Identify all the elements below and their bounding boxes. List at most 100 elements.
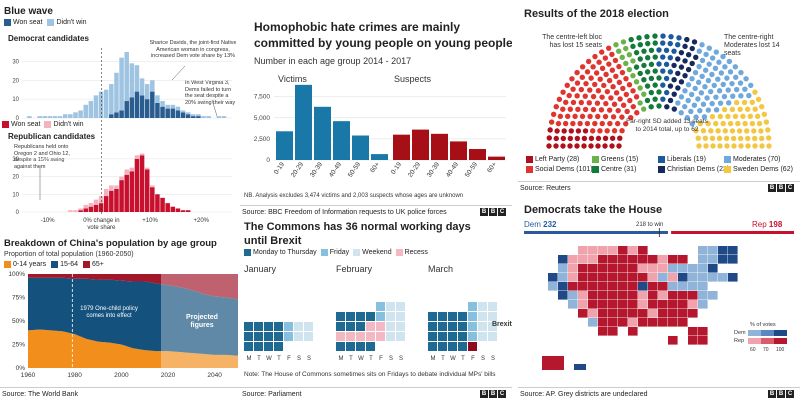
seat-sweden-dems <box>754 113 761 120</box>
seat-sweden-dems <box>730 135 737 142</box>
seat-moderates <box>743 76 749 82</box>
seat-sweden-dems <box>715 128 721 134</box>
dem-didnt-bar <box>103 89 109 118</box>
rep-won-bar <box>175 208 181 212</box>
seat-greens <box>623 60 629 67</box>
seat-sweden-dems <box>745 143 751 149</box>
calendar-day <box>448 332 457 341</box>
rep-didnt-bar <box>93 199 99 205</box>
dem-won-bar <box>134 91 140 118</box>
calendar-day <box>366 342 375 351</box>
district-tile <box>568 264 578 273</box>
district-tile <box>588 273 598 282</box>
district-tile <box>668 336 678 345</box>
weekday-letter: S <box>398 356 403 362</box>
seat-social-dems <box>598 107 605 113</box>
party-label: Liberals (19) <box>667 156 706 163</box>
seat-social-dems <box>578 99 585 106</box>
seat-christian-dems <box>682 58 688 64</box>
seat-left-party <box>581 143 587 149</box>
won-swatch <box>4 19 11 26</box>
seat-left-party <box>560 135 566 142</box>
seat-sweden-dems <box>693 127 699 134</box>
district-tile <box>628 300 638 309</box>
house-chart <box>524 228 794 370</box>
hate-note: NB. Analysis excludes 3,474 victims and … <box>244 193 464 199</box>
age1-swatch <box>51 261 59 268</box>
seat-left-party <box>588 135 595 142</box>
seat-christian-dems <box>685 66 692 73</box>
district-tile <box>618 264 628 273</box>
district-tile <box>578 255 588 264</box>
dem-seats-bar <box>524 231 668 234</box>
seat-social-dems <box>588 75 594 81</box>
win-threshold-label: 218 to win <box>636 222 664 228</box>
seat-sweden-dems <box>756 120 763 127</box>
seat-sweden-dems <box>725 113 731 120</box>
seat-social-dems <box>607 120 613 127</box>
china-x-tick: 2000 <box>114 372 129 379</box>
seat-liberals <box>663 47 670 53</box>
seat-centre <box>652 54 658 60</box>
district-tile <box>728 255 738 264</box>
seat-sweden-dems <box>700 128 707 134</box>
calendar-day <box>336 332 345 341</box>
seat-centre <box>648 75 655 82</box>
calendar-day <box>488 302 497 311</box>
election-source-divider <box>518 181 800 182</box>
seat-sweden-dems <box>735 120 741 127</box>
dem-didnt-bar <box>42 116 48 118</box>
party-swatch <box>526 156 533 163</box>
seat-social-dems <box>599 94 605 100</box>
district-tile <box>728 273 738 282</box>
seat-greens <box>613 42 619 48</box>
seat-liberals <box>663 75 670 82</box>
weekday-letter: S <box>480 356 485 362</box>
seat-sweden-dems <box>749 120 756 127</box>
china-source-divider <box>0 387 240 388</box>
district-tile <box>708 255 718 264</box>
seat-centre <box>644 33 650 40</box>
dem-y-tick: 10 <box>12 97 19 103</box>
dem-didnt-bar <box>150 80 155 92</box>
calendar-day <box>468 322 477 331</box>
seat-left-party <box>568 128 574 134</box>
calendar-day <box>386 322 395 331</box>
parliament-chart <box>546 33 772 149</box>
legend-recess: Recess <box>404 249 428 256</box>
weekday-letter: W <box>450 356 456 362</box>
district-tile <box>558 264 568 273</box>
rep-won-bar <box>114 188 119 212</box>
weekday-letter: S <box>306 356 311 362</box>
china-area-chart: 0% 25% 50% 75% 100% 1960 1980 2000 2020 2040 <box>8 271 238 379</box>
seat-left-party <box>609 143 615 149</box>
seat-left-party <box>554 128 560 134</box>
suspects-bar <box>431 133 448 160</box>
seat-social-dems <box>563 99 569 105</box>
seat-sweden-dems <box>723 135 730 142</box>
seat-social-dems <box>623 121 629 127</box>
seat-moderates <box>696 63 702 70</box>
seat-centre <box>652 40 658 46</box>
calendar-day <box>396 322 405 331</box>
seat-moderates <box>711 82 717 89</box>
district-tile <box>648 300 658 309</box>
weekday-letter: M <box>430 356 436 362</box>
seat-christian-dems <box>667 97 674 104</box>
seat-christian-dems <box>667 83 674 89</box>
month-march: March <box>428 264 454 274</box>
rep-didnt-bar <box>124 169 129 175</box>
hate-y-tick: 2,500 <box>254 136 271 143</box>
district-tile <box>668 255 678 264</box>
hate-category-label: 50-59 <box>347 161 362 179</box>
district-tile <box>618 273 628 282</box>
seat-moderates <box>721 93 728 100</box>
seat-moderates <box>700 101 707 107</box>
seat-centre <box>644 97 651 104</box>
party-label: Sweden Dems (62) <box>733 166 793 173</box>
hate-y-tick: 7,500 <box>254 94 271 101</box>
seat-sweden-dems <box>709 113 716 120</box>
district-tile <box>628 318 638 327</box>
seat-moderates <box>698 90 705 96</box>
seat-social-dems <box>572 113 578 120</box>
